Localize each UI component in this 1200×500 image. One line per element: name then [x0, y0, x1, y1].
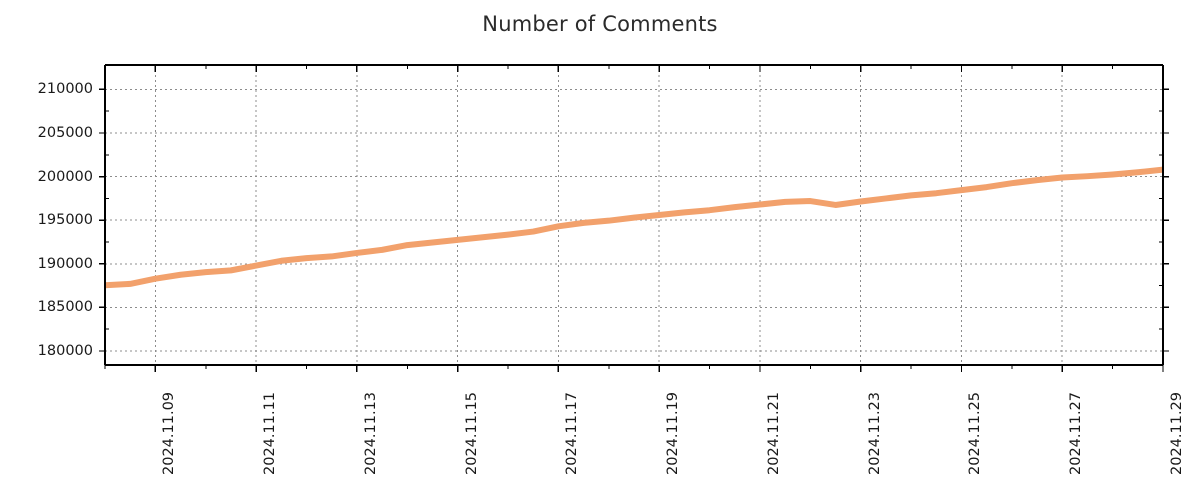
plot-frame — [104, 64, 1164, 366]
x-axis-tick-label: 2024.11.25 — [967, 391, 984, 475]
y-axis-tick-label: 185000 — [37, 299, 93, 316]
x-axis-tick-label: 2024.11.11 — [262, 391, 279, 475]
x-axis-tick-label: 2024.11.17 — [564, 391, 581, 475]
x-axis-tick-label: 2024.11.13 — [362, 391, 379, 475]
x-axis-tick-label: 2024.11.21 — [765, 391, 782, 475]
data-line-series-0 — [104, 166, 1164, 289]
x-axis-tick-label: 2024.11.23 — [866, 391, 883, 475]
y-axis-tick-label: 200000 — [37, 168, 93, 185]
chart-title: Number of Comments — [482, 12, 718, 36]
y-axis-tick-label: 210000 — [37, 81, 93, 98]
x-axis-tick-label: 2024.11.15 — [463, 391, 480, 475]
x-axis-tick-label: 2024.11.09 — [161, 391, 178, 475]
gridlines — [105, 65, 1164, 365]
data-series-group — [104, 166, 1164, 289]
y-axis-tick-label: 190000 — [37, 255, 93, 272]
y-axis-tick-label: 205000 — [37, 125, 93, 142]
x-axis-tick-label: 2024.11.27 — [1068, 391, 1085, 475]
x-axis-tick-label: 2024.11.19 — [665, 391, 682, 475]
y-axis-tick-label: 180000 — [37, 343, 93, 360]
y-axis-tick-label: 195000 — [37, 212, 93, 229]
x-axis-tick-label: 2024.11.29 — [1169, 391, 1185, 475]
